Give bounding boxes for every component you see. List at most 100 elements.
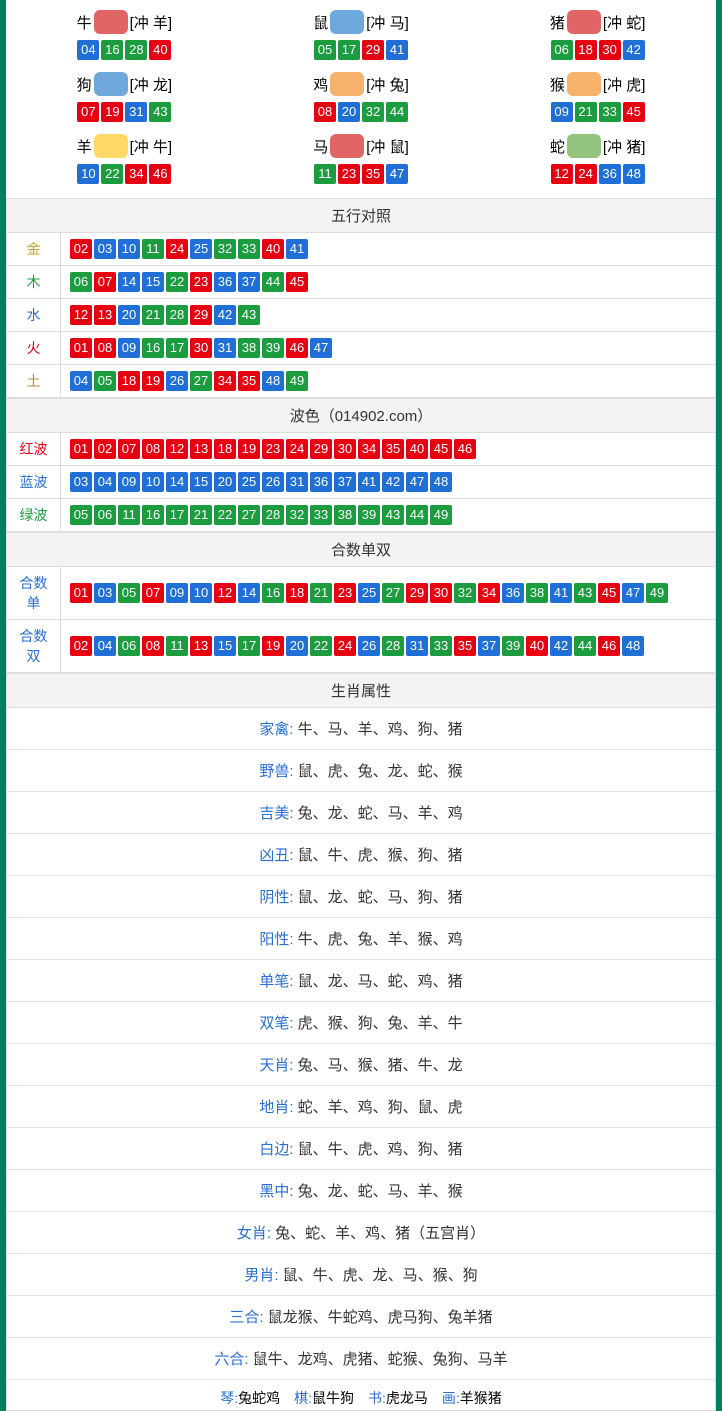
number-badge: 35 — [382, 439, 404, 459]
prop-key: 男肖: — [244, 1267, 282, 1284]
number-badge: 48 — [430, 472, 452, 492]
row-numbers: 0103050709101214161821232527293032343638… — [61, 567, 716, 620]
zodiac-icon — [94, 72, 128, 96]
zodiac-conflict: [冲 羊] — [130, 12, 173, 33]
zodiac-icon — [330, 72, 364, 96]
number-badge: 18 — [286, 583, 308, 603]
number-badge: 21 — [310, 583, 332, 603]
section-header: 合数单双 — [7, 533, 716, 567]
shengxiao-table: 生肖属性 家禽: 牛、马、羊、鸡、狗、猪野兽: 鼠、虎、兔、龙、蛇、猴吉美: 兔… — [6, 673, 716, 1411]
number-badge: 06 — [551, 40, 573, 60]
table-row: 水1213202128294243 — [7, 299, 716, 332]
number-badge: 02 — [70, 239, 92, 259]
prop-row: 三合: 鼠龙猴、牛蛇鸡、虎马狗、兔羊猪 — [7, 1295, 715, 1337]
bose-table: 波色（014902.com） 红波01020708121318192324293… — [6, 398, 716, 532]
zodiac-name: 猪 — [550, 12, 565, 33]
page-container: 牛[冲 羊]04162840鼠[冲 马]05172941猪[冲 蛇]061830… — [0, 0, 722, 1411]
number-badge: 15 — [142, 272, 164, 292]
zodiac-head: 蛇[冲 猪] — [550, 134, 646, 158]
zodiac-conflict: [冲 兔] — [366, 74, 409, 95]
number-badge: 44 — [574, 636, 596, 656]
number-badge: 06 — [94, 505, 116, 525]
number-badge: 36 — [214, 272, 236, 292]
prop-key: 凶丑: — [259, 847, 297, 864]
zodiac-numbers: 12243648 — [479, 164, 716, 184]
number-badge: 33 — [599, 102, 621, 122]
number-badge: 48 — [262, 371, 284, 391]
prop-row: 凶丑: 鼠、牛、虎、猴、狗、猪 — [7, 833, 715, 875]
prop-key: 阳性: — [259, 931, 297, 948]
number-badge: 48 — [622, 636, 644, 656]
number-badge: 12 — [70, 305, 92, 325]
number-badge: 07 — [77, 102, 99, 122]
zodiac-conflict: [冲 鼠] — [366, 136, 409, 157]
zodiac-name: 牛 — [77, 12, 92, 33]
number-badge: 18 — [214, 439, 236, 459]
bottom-value: 鼠牛狗 — [312, 1390, 368, 1406]
prop-key: 家禽: — [259, 721, 297, 738]
number-badge: 19 — [262, 636, 284, 656]
bottom-value: 兔蛇鸡 — [238, 1390, 294, 1406]
number-badge: 41 — [550, 583, 572, 603]
number-badge: 14 — [238, 583, 260, 603]
zodiac-icon — [567, 10, 601, 34]
table-row: 绿波05061116172122272832333839434449 — [7, 499, 716, 532]
row-numbers: 04051819262734354849 — [61, 365, 716, 398]
zodiac-numbers: 04162840 — [6, 40, 243, 60]
number-badge: 47 — [622, 583, 644, 603]
number-badge: 32 — [214, 239, 236, 259]
number-badge: 45 — [623, 102, 645, 122]
number-badge: 40 — [406, 439, 428, 459]
bottom-key: 画: — [442, 1390, 460, 1406]
number-badge: 49 — [646, 583, 668, 603]
number-badge: 36 — [599, 164, 621, 184]
number-badge: 09 — [166, 583, 188, 603]
number-badge: 47 — [386, 164, 408, 184]
number-badge: 44 — [386, 102, 408, 122]
row-label: 绿波 — [7, 499, 61, 532]
number-badge: 25 — [358, 583, 380, 603]
table-row: 火0108091617303138394647 — [7, 332, 716, 365]
number-badge: 26 — [166, 371, 188, 391]
number-badge: 24 — [166, 239, 188, 259]
number-badge: 29 — [406, 583, 428, 603]
number-badge: 29 — [362, 40, 384, 60]
zodiac-icon — [567, 72, 601, 96]
number-badge: 24 — [575, 164, 597, 184]
number-badge: 12 — [166, 439, 188, 459]
prop-row: 野兽: 鼠、虎、兔、龙、蛇、猴 — [7, 749, 715, 791]
number-badge: 37 — [478, 636, 500, 656]
row-label: 木 — [7, 266, 61, 299]
number-badge: 27 — [238, 505, 260, 525]
prop-key: 三合: — [229, 1309, 267, 1326]
prop-value: 鼠、牛、虎、龙、马、猴、狗 — [283, 1267, 478, 1284]
number-badge: 05 — [94, 371, 116, 391]
number-badge: 19 — [238, 439, 260, 459]
table-row: 木06071415222336374445 — [7, 266, 716, 299]
prop-key: 单笔: — [259, 973, 297, 990]
number-badge: 37 — [238, 272, 260, 292]
prop-value: 虎、猴、狗、兔、羊、牛 — [298, 1015, 463, 1032]
zodiac-conflict: [冲 虎] — [603, 74, 646, 95]
number-badge: 14 — [118, 272, 140, 292]
number-badge: 26 — [358, 636, 380, 656]
number-badge: 25 — [190, 239, 212, 259]
prop-value: 鼠、牛、虎、猴、狗、猪 — [298, 847, 463, 864]
table-row: 蓝波03040910141520252631363741424748 — [7, 466, 716, 499]
number-badge: 47 — [406, 472, 428, 492]
zodiac-name: 羊 — [77, 136, 92, 157]
number-badge: 15 — [190, 472, 212, 492]
number-badge: 39 — [502, 636, 524, 656]
number-badge: 28 — [262, 505, 284, 525]
number-badge: 33 — [238, 239, 260, 259]
number-badge: 16 — [101, 40, 123, 60]
number-badge: 12 — [551, 164, 573, 184]
number-badge: 36 — [502, 583, 524, 603]
section-header: 五行对照 — [7, 199, 716, 233]
number-badge: 09 — [118, 472, 140, 492]
number-badge: 33 — [310, 505, 332, 525]
wuxing-table: 五行对照 金02031011242532334041木0607141522233… — [6, 198, 716, 398]
table-row: 土04051819262734354849 — [7, 365, 716, 398]
number-badge: 17 — [166, 505, 188, 525]
zodiac-name: 狗 — [77, 74, 92, 95]
